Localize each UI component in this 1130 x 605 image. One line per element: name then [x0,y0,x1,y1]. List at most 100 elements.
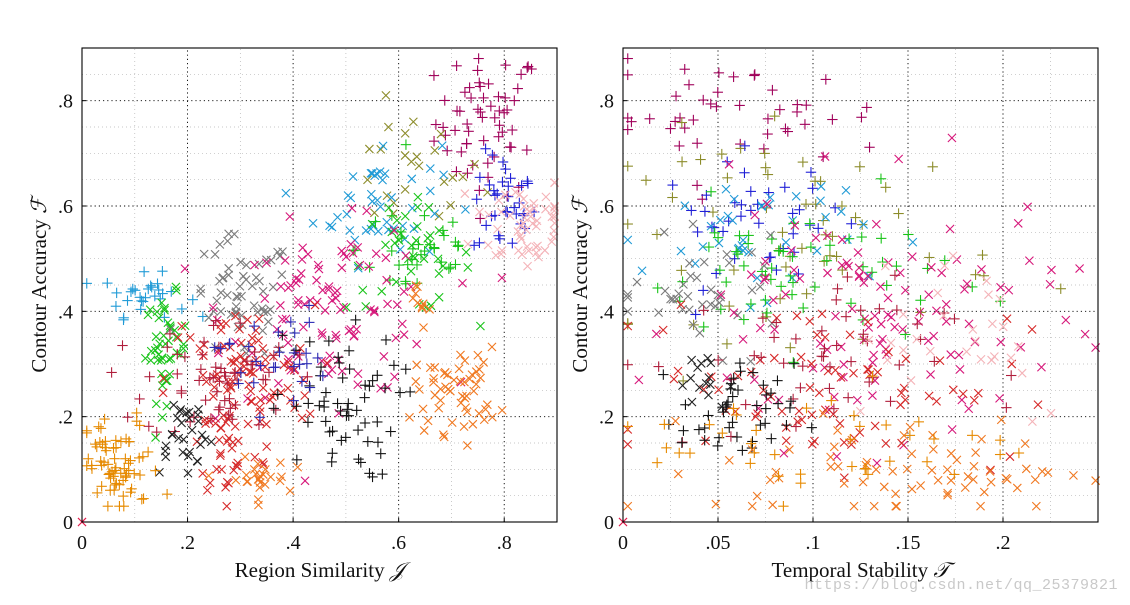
point-green-x [411,236,421,245]
point-magenta-x [314,264,324,274]
point-magenta-x [955,364,965,374]
point-black-x [175,406,185,416]
point-purple-plus [521,62,533,73]
point-green-plus [903,229,914,240]
point-pink-x [483,240,493,250]
point-orange-plus [138,493,149,504]
point-orange-plus [134,420,145,431]
point-green-plus [400,278,411,289]
point-darkred-plus [795,382,806,394]
point-skyblue-plus [138,266,150,277]
point-black-plus [364,381,375,392]
point-olive-x [439,177,449,187]
point-gray-x [233,292,243,302]
point-red-x [973,388,983,398]
point-magenta-x [945,224,955,234]
point-red-x [300,391,310,400]
point-red-x [777,406,787,416]
point-magenta-x [320,305,330,315]
point-orange-x [971,448,981,458]
point-darkred-plus [885,396,896,407]
point-green-x [390,238,400,248]
point-red-x [873,367,883,377]
point-skyblue-plus [122,295,133,306]
point-pink-x [998,322,1008,332]
point-green-plus [386,245,397,257]
point-green-plus [396,232,407,244]
point-blue-plus [522,178,534,189]
point-darkred-plus [176,387,187,399]
point-darkred-plus [771,317,782,328]
point-magenta-x [962,279,972,289]
y-tick-label: .6 [599,196,614,218]
point-orange-x [968,475,978,484]
point-pink-x [933,288,943,298]
point-magenta-x [273,378,283,388]
point-green-plus [445,262,456,273]
point-magenta-x [324,369,333,379]
point-red-x [897,438,907,448]
point-red-x [896,388,906,398]
point-darkred-plus [214,401,226,413]
point-red-x [222,477,232,487]
point-green-x [171,332,181,342]
point-green-plus [745,298,757,310]
point-orange-plus [773,471,784,482]
point-black-plus [751,400,762,411]
point-gray-x [746,356,756,366]
point-purple-plus [464,82,475,93]
point-darkred-plus [749,350,760,361]
point-magenta-x [750,210,760,220]
point-orange-plus [109,453,120,464]
point-purple-plus [509,95,520,106]
point-green-plus [652,282,663,294]
point-skyblue-x [723,211,733,221]
point-green-x [461,247,471,257]
point-green-x [463,262,473,272]
point-red-x [235,324,244,334]
point-orange-x [441,382,450,392]
point-blue-plus [708,222,720,233]
point-orange-x [423,416,433,426]
point-green-plus [447,217,459,228]
point-black-x [704,390,713,400]
point-darkblue-plus [255,360,266,371]
point-pink-x [962,347,972,357]
point-darkred-plus [819,343,830,354]
point-blue-plus [794,204,805,215]
point-gray-x [666,294,676,304]
point-olive-plus [759,148,770,159]
point-orange-x [260,464,270,474]
point-pink-x [1006,353,1016,363]
point-orange-x [996,415,1006,425]
point-red-x [899,383,909,393]
point-orange-x [251,469,261,479]
point-skyblue-x [908,237,918,247]
point-pink-x [534,252,543,262]
point-olive-plus [809,176,821,187]
point-orange-plus [801,402,812,414]
point-green-plus [715,304,727,315]
point-green-plus [703,241,715,253]
point-black-plus [326,456,337,468]
point-orange-plus [136,494,147,505]
point-magenta-x [822,231,832,241]
point-green-plus [809,281,821,293]
point-black-plus [372,370,383,381]
point-black-x [193,456,203,466]
point-green-plus [995,296,1006,307]
point-pink-x [1046,408,1056,418]
point-orange-x [1021,464,1031,474]
point-purple-plus [475,106,486,118]
point-red-x [863,364,872,374]
point-olive-plus [850,212,861,223]
point-olive-plus [796,243,808,254]
point-skyblue-x [744,247,753,257]
point-red-x [226,356,236,366]
point-orange-x [928,430,938,440]
point-green-x [153,355,163,365]
point-orange-plus [115,436,127,447]
point-orange-x [434,403,444,413]
point-orange-plus [109,465,121,476]
point-magenta-x [348,248,358,258]
